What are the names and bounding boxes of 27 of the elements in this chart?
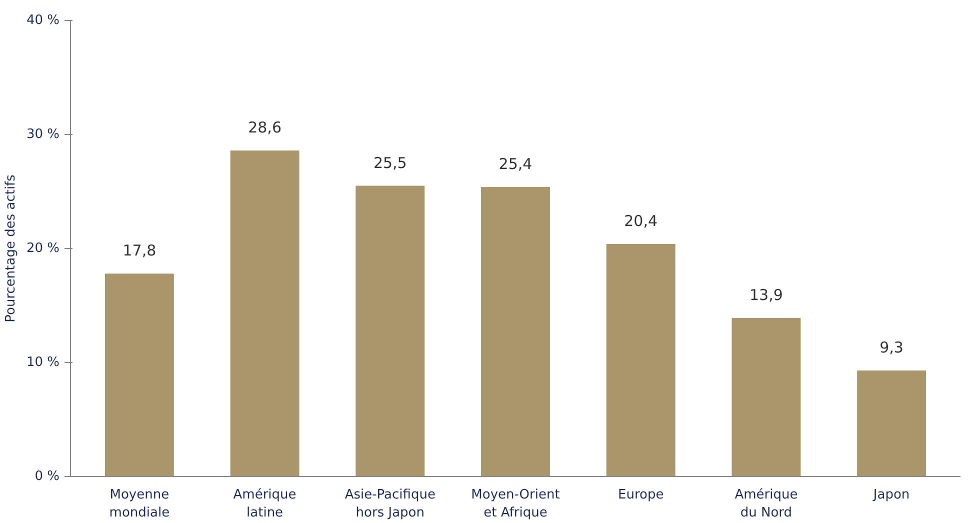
bar <box>732 318 801 476</box>
x-tick-label: Asie-Pacifique hors Japon <box>344 488 436 520</box>
x-tick-label: Amérique latine <box>233 488 296 520</box>
x-tick-label: Moyenne mondiale <box>109 488 170 520</box>
bar <box>104 274 174 476</box>
y-tick-label: 10 % <box>26 355 60 370</box>
y-tick-label: 0 % <box>34 469 60 484</box>
x-tick-label: Japon <box>872 488 910 502</box>
bar <box>857 370 926 476</box>
x-tick-label: Amérique du Nord <box>734 488 798 520</box>
bar <box>356 186 425 476</box>
x-tick-label: Europe <box>618 488 664 502</box>
y-tick-label: 20 % <box>26 241 60 256</box>
y-tick-label: 40 % <box>26 13 60 28</box>
y-axis-title: Pourcentage des actifs <box>3 174 18 322</box>
bar <box>230 150 300 476</box>
data-label: 25,5 <box>373 154 407 172</box>
y-tick-label: 30 % <box>26 127 60 142</box>
data-label: 13,9 <box>750 286 783 304</box>
data-label: 20,4 <box>624 212 658 230</box>
data-label: 9,3 <box>880 338 904 356</box>
data-label: 28,6 <box>248 118 282 136</box>
data-label: 17,8 <box>122 242 156 260</box>
x-tick-label: Moyen-Orient et Afrique <box>471 488 560 520</box>
data-label: 25,4 <box>498 154 532 173</box>
bar <box>606 244 676 476</box>
bar <box>481 186 550 476</box>
